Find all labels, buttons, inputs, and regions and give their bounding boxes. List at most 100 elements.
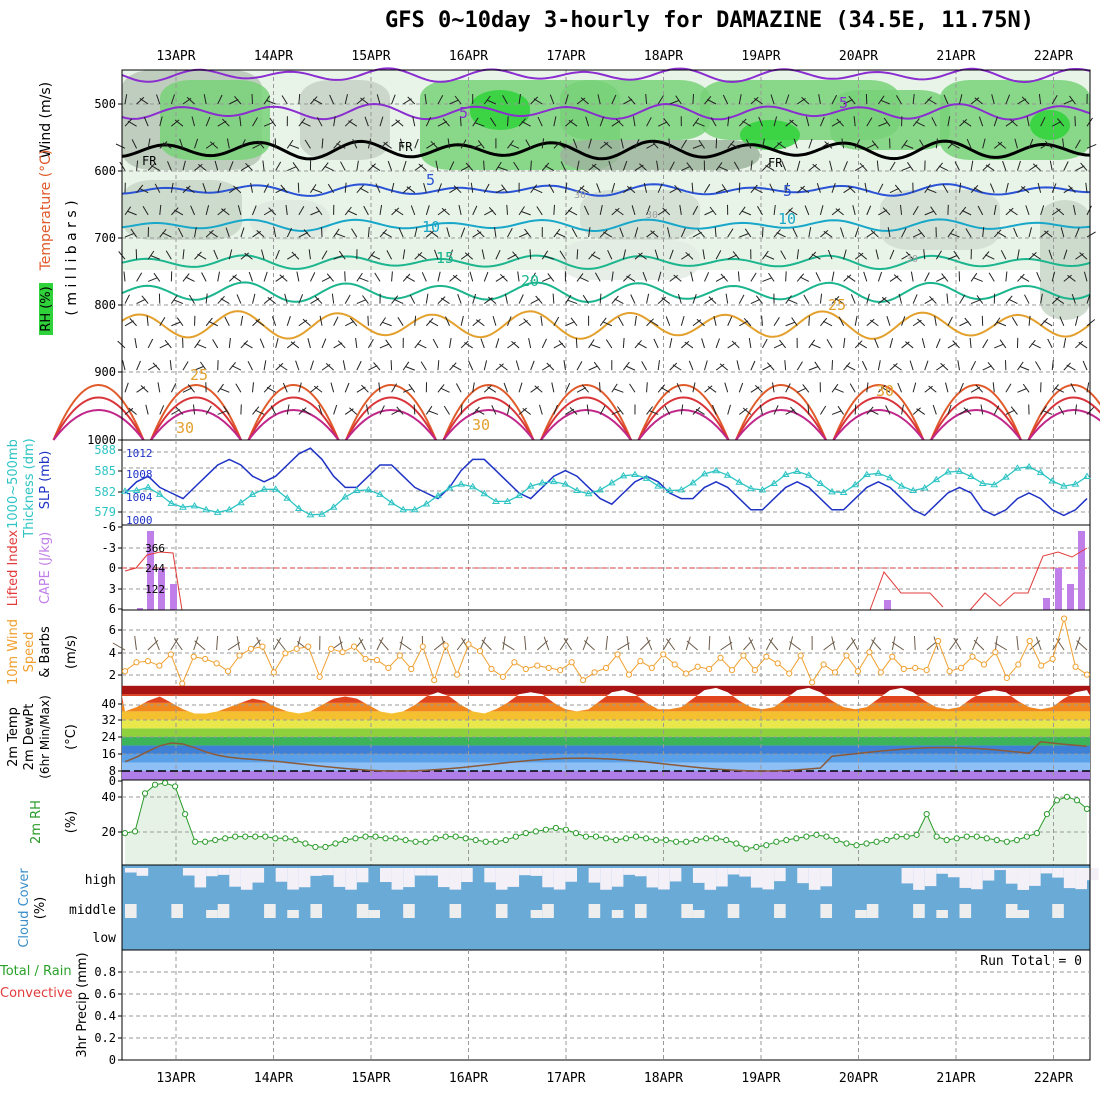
wind-barb <box>402 387 413 393</box>
cape-bar <box>170 584 177 610</box>
wind-barb <box>676 382 682 393</box>
label-20: 20 <box>521 272 539 290</box>
wind-barb <box>1014 138 1018 149</box>
surface-arch-contour <box>52 384 145 441</box>
wind-barb <box>889 338 894 349</box>
wind-barb <box>808 315 810 326</box>
wind-barb <box>391 119 400 127</box>
wind-barb <box>340 161 346 171</box>
thickness-line-marker <box>503 497 512 504</box>
wind-barb <box>217 271 220 282</box>
wind-barb <box>576 97 586 105</box>
wind-barb <box>846 275 856 282</box>
wind-barb <box>657 183 663 193</box>
wind-barb <box>435 160 439 171</box>
wind-barb <box>393 298 404 305</box>
thickness-line-marker <box>1025 462 1033 470</box>
wind-barb <box>504 293 508 304</box>
ylabel-rh2m-unit: (%) <box>64 811 79 834</box>
wind-barb <box>762 162 770 171</box>
w10-barb <box>914 635 916 651</box>
wind-barb <box>750 160 753 171</box>
temp-band <box>122 745 1090 754</box>
high-cloud-gap <box>947 868 960 878</box>
wind-barb <box>576 387 587 393</box>
ylabel-temperature: Temperature (°C) <box>38 150 54 272</box>
w10-speed-marker <box>602 664 610 671</box>
wind-barb <box>136 360 141 371</box>
wind-barb <box>909 360 914 371</box>
rh2m-marker <box>232 833 239 840</box>
high-cloud-gap <box>623 868 635 875</box>
high-cloud-gap <box>704 868 717 890</box>
wind-barb <box>219 388 230 393</box>
wind-barb <box>924 184 931 193</box>
rh2m-marker <box>773 838 780 845</box>
rh2m-marker <box>342 836 349 844</box>
wind-barb <box>507 228 513 238</box>
surface-arch-contour <box>1027 396 1100 441</box>
wind-barb <box>424 94 427 105</box>
wind-barb <box>599 141 609 149</box>
wind-barb <box>622 249 626 260</box>
wind-barb <box>622 337 625 348</box>
wind-barb <box>267 297 276 304</box>
w10-barb <box>559 638 569 651</box>
label-5-blue-2: 5 <box>783 182 792 200</box>
wind-barb <box>645 93 648 105</box>
wind-barb <box>360 97 369 105</box>
wind-barb <box>367 138 372 149</box>
wind-barb <box>692 93 694 105</box>
wind-barb <box>279 274 288 282</box>
w10-speed-marker <box>499 673 507 680</box>
wind-barb <box>910 271 914 282</box>
wind-barb <box>837 405 845 415</box>
tick-label: 16 <box>102 747 116 761</box>
rh2m-marker <box>522 830 529 837</box>
rh2m-marker <box>703 835 710 842</box>
wind-barb <box>129 318 137 327</box>
wind-barb <box>758 116 763 127</box>
high-cloud-gap <box>495 868 508 890</box>
precip-grid <box>122 950 1090 1060</box>
wind-barb <box>952 340 960 349</box>
rh2m-marker <box>1063 793 1071 800</box>
w10-speed-marker <box>133 659 140 666</box>
wind-barb <box>563 360 566 371</box>
mid-cloud-gap <box>855 910 867 918</box>
rh2m-marker <box>913 831 920 838</box>
high-cloud-gap <box>379 868 392 883</box>
surface-arch-contour <box>832 409 925 441</box>
t2-grid <box>122 695 1090 780</box>
rh2m-marker <box>472 836 479 844</box>
tick-label: 0.6 <box>94 987 116 1001</box>
wind-barb <box>507 316 512 326</box>
wind-barb <box>477 140 485 149</box>
w10-barb <box>170 637 179 651</box>
rh2m-marker <box>322 843 329 851</box>
wind-barb <box>408 383 416 393</box>
ylabel-precip-c: 3hr Precip (mm) <box>75 952 90 1057</box>
w10-speed-marker <box>156 662 163 669</box>
wind-barb <box>152 362 161 371</box>
rh2m-marker <box>172 783 179 790</box>
thickness-line-marker <box>132 486 141 494</box>
wind-barb <box>905 341 914 349</box>
wind-barb <box>521 211 531 216</box>
wind-barb <box>483 384 492 393</box>
wind-barb <box>930 206 937 216</box>
wind-barb <box>680 315 685 326</box>
wind-barb <box>468 360 474 371</box>
wind-barb <box>894 184 902 194</box>
w10-speed-marker <box>820 661 827 668</box>
wind-barb <box>226 138 230 149</box>
wind-barb <box>877 360 881 371</box>
tick-label: -6 <box>102 520 116 534</box>
rh2m-marker <box>1083 805 1091 813</box>
wind-barb <box>614 298 624 305</box>
wind-barb <box>131 139 138 149</box>
wind-barb <box>597 94 601 105</box>
wind-barb <box>564 182 568 193</box>
wind-barb <box>454 95 462 105</box>
